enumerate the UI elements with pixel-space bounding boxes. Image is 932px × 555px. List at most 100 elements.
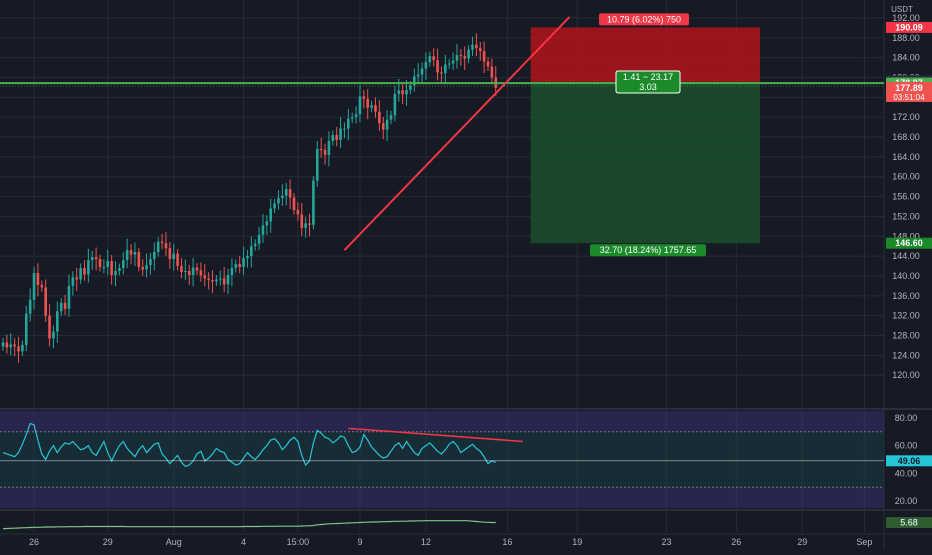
candle-body[interactable] bbox=[416, 74, 420, 77]
candle-body[interactable] bbox=[137, 252, 141, 268]
candle-body[interactable] bbox=[347, 118, 350, 129]
candle-body[interactable] bbox=[327, 140, 331, 155]
candle-body[interactable] bbox=[389, 115, 393, 120]
candle-body[interactable] bbox=[246, 256, 249, 259]
volatility-line[interactable] bbox=[2, 520, 496, 530]
candle-body[interactable] bbox=[21, 344, 24, 352]
candle-body[interactable] bbox=[87, 260, 90, 275]
candle-body[interactable] bbox=[83, 268, 86, 275]
candle-body[interactable] bbox=[1, 342, 5, 347]
candle-body[interactable] bbox=[63, 302, 67, 309]
candle-body[interactable] bbox=[203, 275, 207, 279]
candle-body[interactable] bbox=[98, 259, 102, 268]
candle-body[interactable] bbox=[28, 299, 32, 314]
candle-body[interactable] bbox=[350, 117, 354, 119]
candle-body[interactable] bbox=[451, 60, 455, 64]
candle-body[interactable] bbox=[145, 265, 148, 270]
candle-body[interactable] bbox=[40, 284, 44, 288]
candle-body[interactable] bbox=[13, 344, 16, 347]
candle-body[interactable] bbox=[36, 272, 40, 285]
candle-body[interactable] bbox=[378, 111, 381, 124]
rising-trendline[interactable] bbox=[343, 16, 571, 251]
candle-body[interactable] bbox=[292, 197, 296, 210]
candle-body[interactable] bbox=[110, 261, 113, 275]
candle-body[interactable] bbox=[323, 149, 327, 155]
candle-body[interactable] bbox=[354, 114, 358, 118]
candle-body[interactable] bbox=[319, 148, 323, 150]
candle-body[interactable] bbox=[312, 180, 315, 225]
candle-body[interactable] bbox=[242, 258, 245, 268]
candle-body[interactable] bbox=[5, 342, 9, 348]
candle-body[interactable] bbox=[409, 85, 412, 90]
candle-body[interactable] bbox=[253, 243, 257, 247]
candle-body[interactable] bbox=[52, 331, 55, 339]
candle-body[interactable] bbox=[226, 274, 230, 285]
candle-body[interactable] bbox=[331, 135, 335, 141]
candle-body[interactable] bbox=[296, 209, 300, 215]
candle-body[interactable] bbox=[440, 72, 443, 74]
candle-body[interactable] bbox=[304, 223, 307, 228]
candle-body[interactable] bbox=[187, 271, 191, 275]
candle-body[interactable] bbox=[459, 55, 463, 57]
candle-body[interactable] bbox=[90, 257, 94, 261]
candle-body[interactable] bbox=[288, 189, 292, 198]
candle-body[interactable] bbox=[463, 56, 467, 59]
candle-body[interactable] bbox=[191, 267, 195, 275]
candle-body[interactable] bbox=[412, 76, 416, 86]
candle-body[interactable] bbox=[118, 268, 121, 272]
candle-body[interactable] bbox=[374, 105, 377, 112]
candle-body[interactable] bbox=[17, 346, 20, 352]
candle-body[interactable] bbox=[343, 128, 346, 130]
candle-body[interactable] bbox=[180, 266, 183, 273]
rsi-line[interactable] bbox=[2, 422, 496, 468]
candle-body[interactable] bbox=[397, 90, 401, 94]
candle-body[interactable] bbox=[71, 277, 75, 286]
candle-body[interactable] bbox=[467, 49, 470, 59]
candle-body[interactable] bbox=[339, 128, 342, 141]
candle-body[interactable] bbox=[370, 105, 373, 108]
candle-body[interactable] bbox=[432, 56, 435, 61]
rsi-divergence-line[interactable] bbox=[348, 427, 523, 443]
candle-body[interactable] bbox=[444, 64, 447, 74]
candle-body[interactable] bbox=[211, 279, 214, 282]
candle-body[interactable] bbox=[308, 223, 311, 225]
candle-body[interactable] bbox=[44, 287, 47, 316]
candle-body[interactable] bbox=[490, 66, 494, 78]
candle-body[interactable] bbox=[153, 252, 156, 260]
candle-body[interactable] bbox=[199, 270, 203, 276]
candle-body[interactable] bbox=[79, 268, 82, 280]
candle-body[interactable] bbox=[428, 56, 432, 63]
candle-body[interactable] bbox=[420, 68, 424, 75]
candle-body[interactable] bbox=[160, 241, 164, 244]
candle-body[interactable] bbox=[215, 279, 218, 282]
candle-body[interactable] bbox=[424, 62, 428, 69]
candle-body[interactable] bbox=[75, 277, 79, 280]
candle-body[interactable] bbox=[436, 60, 439, 73]
candle-body[interactable] bbox=[281, 195, 284, 199]
candle-body[interactable] bbox=[362, 96, 366, 99]
candle-body[interactable] bbox=[207, 278, 210, 280]
candle-body[interactable] bbox=[358, 96, 362, 115]
candle-body[interactable] bbox=[265, 221, 269, 226]
candle-body[interactable] bbox=[168, 248, 172, 260]
candle-body[interactable] bbox=[250, 246, 253, 257]
candle-body[interactable] bbox=[141, 267, 144, 270]
candle-body[interactable] bbox=[230, 268, 234, 275]
candle-body[interactable] bbox=[102, 267, 106, 269]
candle-body[interactable] bbox=[471, 44, 474, 50]
candle-body[interactable] bbox=[366, 98, 370, 108]
candle-body[interactable] bbox=[9, 344, 13, 348]
candle-body[interactable] bbox=[56, 311, 59, 332]
candle-body[interactable] bbox=[300, 214, 304, 228]
candle-body[interactable] bbox=[133, 252, 137, 255]
candle-body[interactable] bbox=[277, 198, 280, 204]
candle-body[interactable] bbox=[478, 48, 482, 52]
candle-body[interactable] bbox=[94, 257, 98, 260]
candle-body[interactable] bbox=[32, 272, 36, 300]
candle-body[interactable] bbox=[125, 250, 129, 261]
candle-body[interactable] bbox=[284, 189, 288, 196]
candle-body[interactable] bbox=[486, 61, 490, 67]
candle-body[interactable] bbox=[106, 261, 110, 268]
candle-body[interactable] bbox=[222, 278, 226, 285]
